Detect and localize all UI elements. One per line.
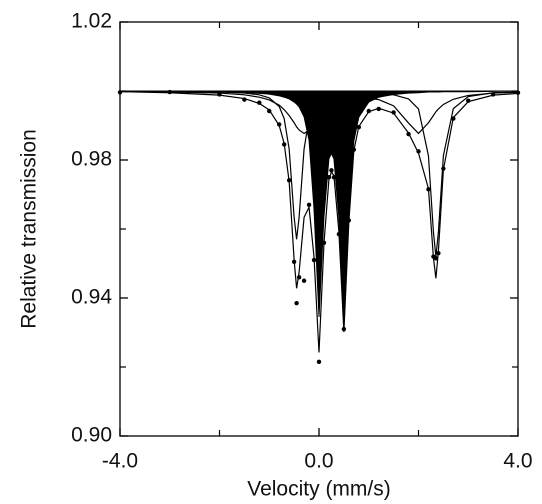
x-axis-label: Velocity (mm/s) — [247, 478, 391, 501]
data-point — [391, 110, 396, 115]
x-tick-label: 4.0 — [503, 450, 532, 473]
data-point — [356, 125, 361, 130]
x-tick-label: -4.0 — [102, 450, 138, 473]
data-point — [490, 92, 496, 97]
data-point — [366, 108, 371, 114]
data-point — [321, 240, 327, 245]
data-point — [436, 250, 441, 256]
data-point — [286, 178, 292, 183]
y-tick-label: 0.90 — [71, 424, 112, 447]
data-point — [267, 108, 272, 114]
fit-line — [119, 90, 519, 135]
data-point — [257, 100, 262, 105]
data-point — [277, 122, 282, 127]
data-point — [316, 359, 322, 365]
data-point — [351, 147, 357, 152]
fit-line — [120, 90, 519, 257]
data-point — [296, 275, 302, 280]
data-point — [341, 326, 347, 332]
y-tick-label: 1.02 — [71, 10, 112, 33]
y-tick-label: 0.98 — [71, 148, 112, 171]
data-point — [466, 98, 471, 103]
data-point — [336, 231, 342, 237]
data-point — [242, 97, 247, 102]
data-point — [281, 142, 287, 147]
data-point — [167, 89, 172, 95]
y-tick-label: 0.94 — [71, 286, 112, 309]
y-axis-label: Relative transmission — [18, 129, 41, 329]
data-point — [311, 257, 317, 263]
data-point — [306, 202, 312, 208]
data-point — [331, 175, 337, 180]
data-point — [441, 166, 446, 171]
filled-subspectrum — [119, 90, 519, 321]
x-tick-label: 0.0 — [304, 450, 333, 473]
data-point — [451, 116, 456, 121]
data-point — [426, 187, 431, 192]
data-point — [301, 278, 307, 283]
data-point — [326, 175, 332, 180]
data-point — [291, 259, 297, 264]
data-point — [406, 131, 411, 137]
data-point — [329, 168, 334, 173]
data-point — [433, 256, 439, 261]
data-point — [217, 92, 222, 97]
data-point — [346, 218, 352, 223]
data-point — [416, 149, 421, 154]
data-point — [294, 300, 299, 306]
data-point — [376, 106, 381, 112]
